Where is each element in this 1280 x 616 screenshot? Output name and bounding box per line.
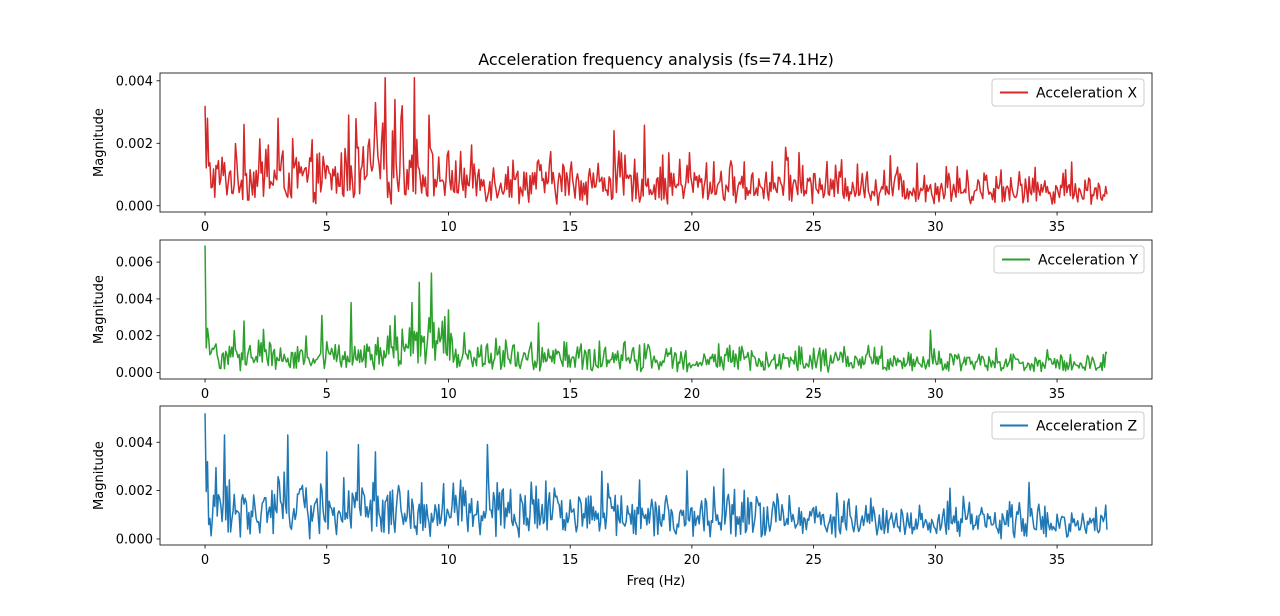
x-tick-label: 20 [684, 220, 701, 235]
figure-title: Acceleration frequency analysis (fs=74.1… [478, 50, 834, 69]
x-tick-label: 30 [927, 387, 944, 402]
legend-label: Acceleration Z [1036, 419, 1137, 435]
x-tick-label: 20 [684, 387, 701, 402]
x-tick-label: 0 [201, 553, 209, 568]
x-tick-label: 25 [805, 553, 822, 568]
x-tick-label: 30 [927, 220, 944, 235]
x-tick-label: 5 [323, 553, 331, 568]
x-tick-label: 15 [562, 553, 579, 568]
y-tick-label: 0.004 [116, 74, 153, 89]
y-tick-label: 0.002 [116, 484, 153, 499]
x-tick-label: 15 [562, 387, 579, 402]
y-tick-label: 0.004 [116, 292, 153, 307]
x-tick-label: 35 [1049, 387, 1066, 402]
legend-label: Acceleration Y [1038, 253, 1138, 269]
x-tick-label: 0 [201, 220, 209, 235]
y-axis-label: Magnitude [92, 108, 107, 177]
x-tick-label: 5 [323, 387, 331, 402]
x-tick-label: 10 [440, 387, 457, 402]
series-line-acceleration-z [204, 413, 1108, 540]
x-tick-label: 15 [562, 220, 579, 235]
x-tick-label: 35 [1049, 553, 1066, 568]
y-tick-label: 0.000 [116, 532, 153, 547]
y-tick-label: 0.000 [116, 199, 153, 214]
y-tick-label: 0.002 [116, 137, 153, 152]
y-tick-label: 0.006 [116, 256, 153, 271]
y-tick-label: 0.004 [116, 436, 153, 451]
legend-box [991, 78, 1145, 107]
axes-frame [159, 72, 1153, 213]
legend: Acceleration X [991, 78, 1145, 107]
series-line-acceleration-y [204, 245, 1108, 373]
x-tick-label: 25 [805, 387, 822, 402]
y-axis-label: Magnitude [92, 441, 107, 510]
y-tick-label: 0.000 [116, 366, 153, 381]
x-tick-label: 10 [440, 553, 457, 568]
legend: Acceleration Y [993, 245, 1145, 274]
y-axis-label: Magnitude [92, 275, 107, 344]
x-tick-label: 35 [1049, 220, 1066, 235]
x-tick-label: 25 [805, 220, 822, 235]
legend-box [993, 245, 1145, 274]
legend: Acceleration Z [991, 411, 1145, 440]
axes-frame [159, 405, 1153, 546]
x-tick-label: 0 [201, 387, 209, 402]
x-tick-label: 10 [440, 220, 457, 235]
x-axis-label: Freq (Hz) [627, 574, 686, 589]
subplot-acceleration-x: 0 5 10 15 20 25 30 35 0.000 0.002 0.004 Magnitude Ac… [92, 72, 1153, 235]
series-line-acceleration-x [204, 76, 1108, 206]
axes-frame [159, 239, 1153, 380]
x-tick-label: 20 [684, 553, 701, 568]
legend-box [991, 411, 1145, 440]
subplot-acceleration-y: 0 5 10 15 20 25 30 35 0.000 0.002 0.004 0.006 Magnit… [92, 239, 1153, 402]
x-tick-label: 30 [927, 553, 944, 568]
y-tick-label: 0.002 [116, 329, 153, 344]
legend-label: Acceleration X [1036, 86, 1137, 102]
subplot-acceleration-z: 0 5 10 15 20 25 30 35 0.000 0.002 0.004 Magnitude Ac… [92, 405, 1153, 568]
x-tick-label: 5 [323, 220, 331, 235]
